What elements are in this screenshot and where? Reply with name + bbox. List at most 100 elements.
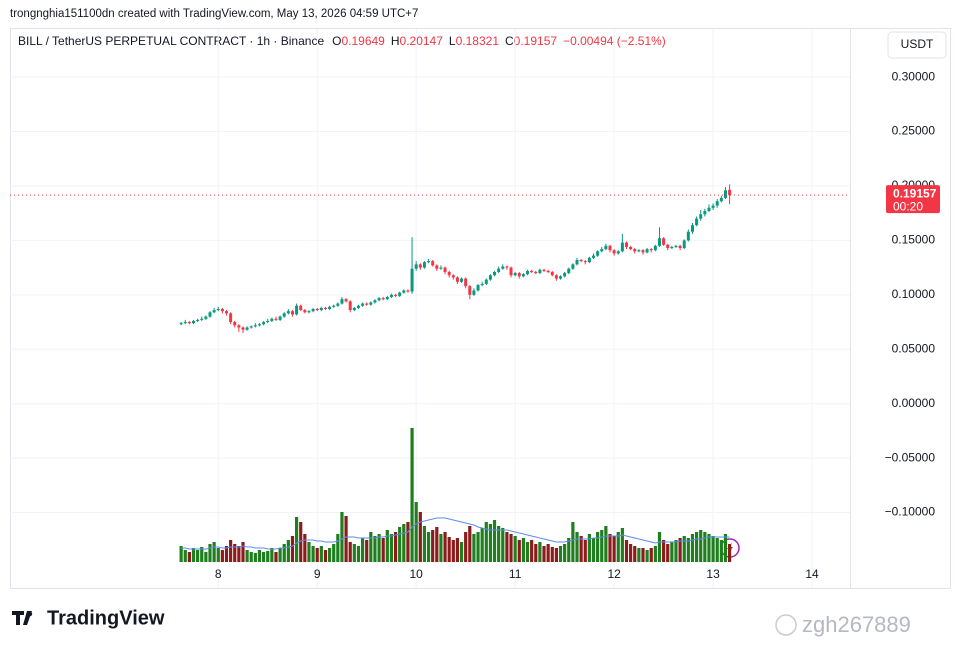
currency-button[interactable] (887, 31, 947, 59)
candle-body (719, 197, 723, 202)
volume-bar (690, 534, 695, 562)
candle-body (629, 246, 633, 250)
volume-bar (616, 532, 620, 562)
volume-bar (212, 542, 216, 562)
currency: USDT (901, 37, 934, 51)
volume-bar (686, 538, 690, 562)
candle-body (356, 305, 360, 308)
volume-bar (233, 544, 237, 562)
candle-body (204, 316, 208, 319)
volume-bar (707, 534, 711, 562)
volume-bar (624, 540, 629, 562)
candle-body (579, 260, 583, 262)
volume-bar (216, 548, 220, 562)
volume-bar (472, 534, 476, 562)
candle-body (398, 292, 402, 296)
candle-body (517, 273, 521, 277)
y-tick-label: 0.25000 (892, 124, 936, 138)
volume-bar (464, 532, 468, 562)
candle-body (266, 320, 270, 323)
candle-body (224, 311, 228, 314)
x-tick-label: 8 (215, 567, 222, 581)
volume-bar (666, 544, 670, 562)
volume-bar (332, 544, 336, 562)
volume-bar (727, 544, 732, 562)
candle-body (257, 324, 261, 326)
candle-body (410, 268, 414, 292)
volume-bar (579, 536, 583, 562)
candle-body (563, 273, 567, 277)
candle-body (369, 302, 373, 305)
candle-body (472, 290, 476, 295)
volume-bar (348, 542, 352, 562)
volume-bar (414, 502, 418, 562)
candle-body (715, 201, 719, 206)
candle-body (208, 312, 212, 317)
watermark-icon (775, 614, 797, 636)
candle-body (361, 303, 365, 306)
volume-bar (336, 534, 340, 562)
candle-body (641, 250, 645, 253)
candle-body (592, 255, 596, 258)
watermark-text: zgh267889 (802, 612, 911, 637)
volume-ma (181, 517, 730, 550)
candle-body (389, 294, 393, 298)
candle-body (612, 250, 616, 254)
volume-bar (633, 546, 637, 562)
volume-bar (554, 548, 558, 562)
candle-body (200, 318, 204, 320)
volume-bar (699, 530, 703, 562)
ohlc-letter: H (391, 34, 400, 48)
volume-bar (649, 548, 653, 562)
candle-body (587, 257, 591, 263)
volume-bar (278, 548, 282, 562)
volume-bar (645, 550, 649, 562)
volume-bar (443, 532, 447, 562)
volume-bar (220, 550, 224, 562)
volume-bar (344, 516, 348, 562)
candle-body (699, 214, 703, 219)
volume-bar (315, 548, 319, 562)
candle-body (505, 266, 509, 268)
candle-body (653, 245, 657, 251)
volume-bar (451, 540, 455, 562)
candle-body (365, 303, 369, 305)
volume-bar (398, 527, 402, 562)
candle-body (464, 278, 468, 287)
candle-body (571, 264, 575, 269)
candle-body (637, 250, 641, 252)
volume-bar (204, 552, 208, 562)
volume-bar (488, 524, 493, 562)
candle-body (179, 323, 183, 325)
volume-bar (385, 530, 389, 562)
volume-bar (402, 524, 406, 562)
volume-bar (369, 532, 373, 562)
volume-bar (224, 546, 229, 562)
candle-body (245, 327, 249, 330)
ohlc-value: 0.20147 (400, 34, 444, 48)
volume-bar (591, 538, 596, 562)
logo-dot (27, 611, 33, 617)
candle-body (583, 261, 587, 263)
candle-body (443, 267, 447, 272)
countdown: 00:20 (893, 199, 923, 213)
volume-bar (563, 544, 567, 562)
volume-bar (393, 532, 398, 562)
candle-body (534, 271, 538, 274)
candle-body (377, 298, 381, 301)
candle-body (196, 319, 200, 321)
candle-body (220, 308, 224, 312)
volume-bar (360, 538, 365, 562)
candle-body (435, 265, 439, 269)
candle-body (468, 286, 472, 295)
candle-body (282, 313, 286, 317)
volume-bar (270, 548, 274, 562)
candle-body (229, 313, 233, 323)
candle-body (187, 322, 191, 324)
candle-body (670, 246, 674, 249)
legend: BILL / TetherUS PERPETUAL CONTRACT · 1h … (18, 34, 666, 48)
candle-body (381, 298, 385, 300)
volume-bar (682, 536, 686, 562)
volume-bar (327, 548, 332, 562)
candle-body (299, 305, 303, 311)
